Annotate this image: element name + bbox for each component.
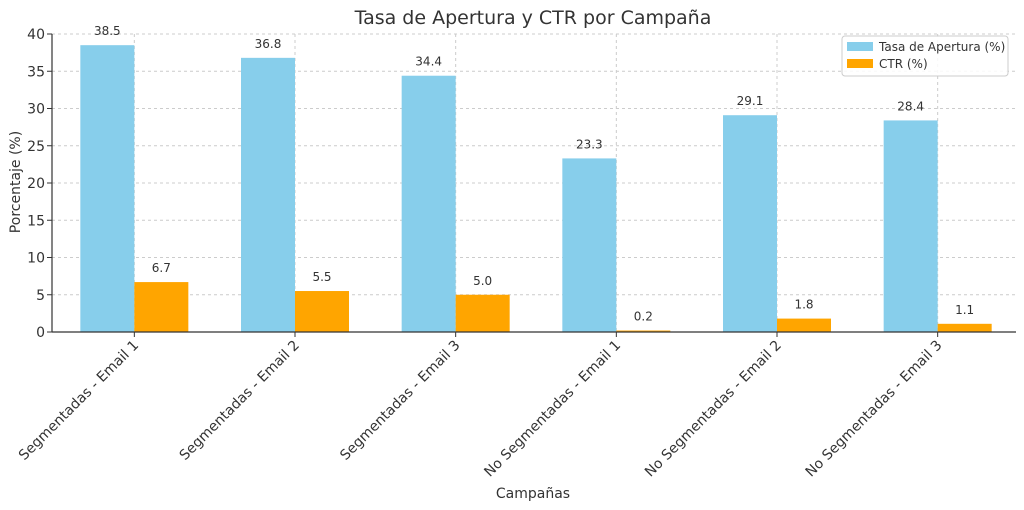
y-ticks: 0 5 10 15 20 25 30 35 40 [27,27,52,341]
y-tick-label: 30 [27,102,45,118]
y-tick-label: 20 [27,176,45,192]
data-label: 38.5 [94,24,121,38]
data-label: 36.8 [255,37,282,51]
grid [52,33,1016,333]
data-label: 0.2 [634,310,653,324]
bars [80,45,992,333]
data-label: 1.8 [794,298,813,312]
y-tick-label: 10 [27,251,45,267]
legend-label: CTR (%) [879,57,928,71]
data-label: 28.4 [897,99,924,113]
data-label: 5.5 [312,270,331,284]
y-tick-label: 35 [27,64,45,80]
x-tick-label: Segmentadas - Email 1 [16,338,142,464]
bar [401,75,456,332]
data-label: 29.1 [737,94,764,108]
y-tick-label: 15 [27,213,45,229]
bar [883,120,938,332]
x-tick-label: No Segmentadas - Email 3 [803,338,946,481]
bar [241,57,295,333]
chart-title: Tasa de Apertura y CTR por Campaña [354,7,712,29]
legend-swatch [847,42,873,51]
bar [295,291,349,332]
x-ticks: Segmentadas - Email 1 Segmentadas - Email… [16,332,946,481]
data-label: 34.4 [415,55,442,69]
bar [937,323,992,332]
bar [134,282,189,332]
data-label: 23.3 [576,137,603,151]
legend-swatch [847,59,873,68]
y-tick-label: 5 [36,288,45,304]
x-tick-label: Segmentadas - Email 3 [337,338,463,464]
x-axis-label: Campañas [496,486,570,502]
data-label: 1.1 [955,303,974,317]
bar [723,115,777,332]
y-tick-label: 0 [36,325,45,341]
data-label: 5.0 [473,274,492,288]
y-tick-label: 40 [27,27,45,43]
x-tick-label: Segmentadas - Email 2 [177,338,303,464]
y-tick-label: 25 [27,139,45,155]
legend-box [841,35,1009,77]
bar [455,294,510,332]
legend-label: Tasa de Apertura (%) [878,40,1005,54]
legend: Tasa de Apertura (%) CTR (%) [841,35,1009,77]
x-tick-label: No Segmentadas - Email 1 [481,338,624,481]
y-axis-label: Porcentaje (%) [8,131,24,233]
bar [777,318,831,332]
bar [616,330,671,332]
x-tick-label: No Segmentadas - Email 2 [642,338,785,481]
bar [80,45,135,333]
bar [562,158,617,332]
data-labels: 38.5 6.7 36.8 5.5 34.4 5.0 23.3 0.2 29.1 1.8 28.4 1… [94,24,974,323]
data-label: 6.7 [152,261,171,275]
